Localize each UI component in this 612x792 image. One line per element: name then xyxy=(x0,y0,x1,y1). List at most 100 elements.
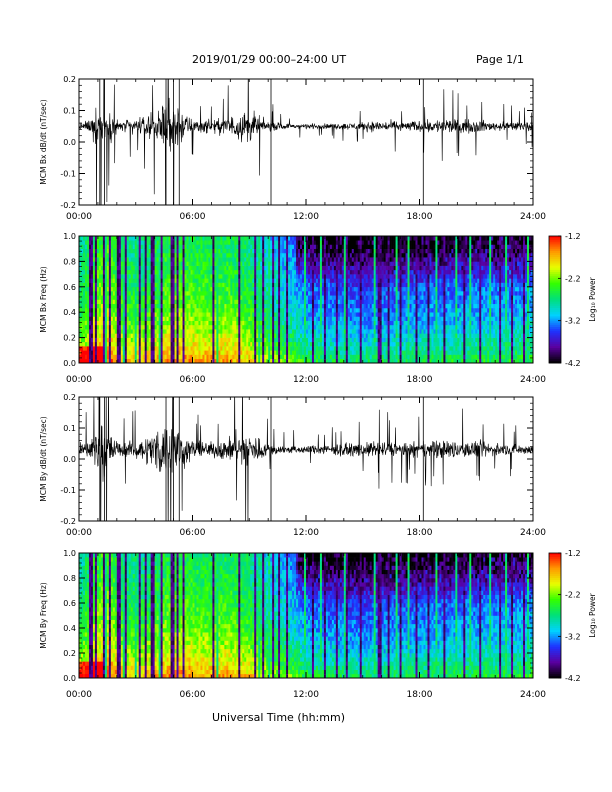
spectrogram-cell xyxy=(369,337,373,343)
spectrogram-cell xyxy=(124,299,128,305)
spectrogram-cell xyxy=(300,265,303,271)
spectrogram-cell xyxy=(379,291,382,296)
spectrogram-cell xyxy=(248,269,251,275)
spectrogram-cell xyxy=(333,354,337,360)
spectrogram-cell xyxy=(343,312,347,317)
spectrogram-cell xyxy=(216,248,219,254)
spectrogram-cell xyxy=(218,278,221,283)
spectrogram-cell xyxy=(142,350,146,355)
spectrogram-cell xyxy=(192,278,195,283)
spectrogram-cell xyxy=(238,282,241,288)
spectrogram-cell xyxy=(190,236,193,241)
spectrogram-cell xyxy=(178,333,181,338)
spectrogram-cell xyxy=(383,291,386,296)
spectrogram-cell xyxy=(379,307,382,313)
spectrogram-cell xyxy=(118,307,122,313)
spectrogram-cell xyxy=(84,240,88,245)
spectrogram-cell xyxy=(154,286,157,292)
spectrogram-cell xyxy=(120,291,124,296)
spectrogram-cell xyxy=(144,240,147,245)
spectrogram-cell xyxy=(393,337,396,343)
spectrogram-cell xyxy=(126,257,130,262)
spectrogram-cell xyxy=(208,303,211,309)
spectrogram-cell xyxy=(156,278,159,283)
spectrogram-cell xyxy=(152,261,155,266)
spectrogram-cell xyxy=(343,286,347,292)
spectrogram-cell xyxy=(331,299,335,305)
spectrogram-cell xyxy=(353,278,357,283)
spectrogram-cell xyxy=(359,291,363,296)
spectrogram-cell xyxy=(224,341,227,347)
spectrogram-cell xyxy=(341,320,345,326)
spectrogram-cell xyxy=(236,261,239,266)
spectrogram-cell xyxy=(319,341,323,347)
spectrogram-cell xyxy=(96,282,100,288)
spectrogram-cell xyxy=(300,299,303,305)
spectrogram-cell xyxy=(246,286,249,292)
spectrogram-cell xyxy=(272,307,275,313)
spectrogram-cell xyxy=(335,337,339,343)
spectrogram-cell xyxy=(104,291,108,296)
spectrogram-cell xyxy=(120,350,124,355)
spectrogram-cell xyxy=(200,265,203,271)
spectrogram-cell xyxy=(270,316,273,321)
spectrogram-cell xyxy=(270,303,273,309)
spectrogram-cell xyxy=(210,295,213,300)
spectrogram-cell xyxy=(292,354,295,360)
spectrogram-cell xyxy=(196,312,199,317)
spectrogram-cell xyxy=(130,295,134,300)
spectrogram-cell xyxy=(246,358,249,364)
spectrogram-cell xyxy=(311,278,315,283)
spectrogram-cell xyxy=(317,312,321,317)
spectrogram-cell xyxy=(94,358,98,364)
spectrogram-cell xyxy=(300,303,303,309)
spectrogram-cell xyxy=(112,265,116,271)
spectrogram-cell xyxy=(118,299,122,305)
spectrogram-cell xyxy=(186,261,189,266)
spectrogram-cell xyxy=(162,341,165,347)
spectrogram-cell xyxy=(122,286,126,292)
spectrogram-cell xyxy=(252,295,255,300)
spectrogram-cell xyxy=(202,240,205,245)
spectrogram-cell xyxy=(224,329,227,334)
spectrogram-cell xyxy=(126,261,130,266)
spectrogram-cell xyxy=(315,286,319,292)
spectrogram-cell xyxy=(118,316,122,321)
spectrogram-cell xyxy=(274,337,277,343)
spectrogram-cell xyxy=(142,320,146,326)
spectrogram-cell xyxy=(375,286,378,292)
spectrogram-cell xyxy=(160,324,163,330)
spectrogram-cell xyxy=(325,350,329,355)
spectrogram-cell xyxy=(266,286,269,292)
spectrogram-cell xyxy=(292,282,295,288)
spectrogram-cell xyxy=(116,278,120,283)
spectrogram-cell xyxy=(349,291,353,296)
spectrogram-cell xyxy=(300,248,303,254)
spectrogram-cell xyxy=(96,244,100,249)
spectrogram-cell xyxy=(377,346,380,351)
spectrogram-cell xyxy=(80,286,84,292)
spectrogram-cell xyxy=(110,341,114,347)
spectrogram-cell xyxy=(387,358,390,364)
spectrogram-cell xyxy=(86,312,90,317)
spectrogram-cell xyxy=(377,252,380,258)
spectrogram-cell xyxy=(138,278,142,283)
spectrogram-cell xyxy=(317,278,321,283)
spectrogram-cell xyxy=(306,354,309,360)
spectrogram-cell xyxy=(276,354,279,360)
spectrogram-cell xyxy=(375,261,378,266)
spectrogram-cell xyxy=(200,248,203,254)
spectrogram-cell xyxy=(120,295,124,300)
spectrogram-cell xyxy=(260,316,263,321)
spectrogram-cell xyxy=(304,248,307,254)
spectrogram-cell xyxy=(276,265,279,271)
spectrogram-cell xyxy=(274,354,277,360)
spectrogram-cell xyxy=(184,240,187,245)
spectrogram-cell xyxy=(184,252,187,258)
spectrogram-cell xyxy=(192,341,195,347)
spectrogram-cell xyxy=(228,265,231,271)
spectrogram-cell xyxy=(323,286,327,292)
spectrogram-cell xyxy=(248,303,251,309)
spectrogram-cell xyxy=(204,316,207,321)
spectrogram-cell xyxy=(385,278,388,283)
